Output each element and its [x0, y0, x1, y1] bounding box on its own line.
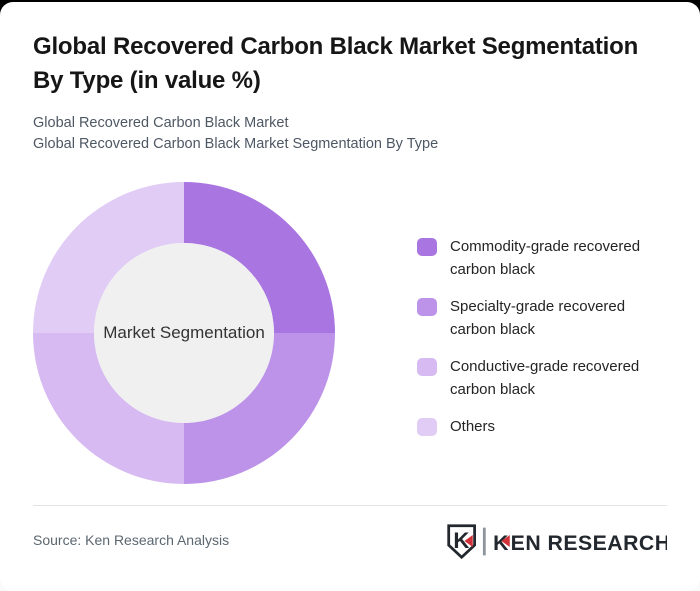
title-line2: By Type (in value %) [33, 67, 261, 94]
donut-slice-conductive-grade[interactable] [33, 333, 184, 484]
donut-chart: Market Segmentation [33, 182, 335, 484]
logo-wordmark-k: K [493, 531, 509, 555]
logo-divider-bar [482, 527, 486, 556]
legend-label: Conductive-grade recovered carbon black [450, 358, 640, 398]
legend-item-others[interactable]: Others [417, 415, 655, 438]
legend-swatch-conductive-grade [417, 358, 437, 376]
legend-swatch-others [417, 418, 437, 436]
subtitle-line2: Global Recovered Carbon Black Market Seg… [33, 136, 439, 152]
legend-swatch-commodity-grade [417, 238, 437, 256]
subtitle-line1: Global Recovered Carbon Black Market [33, 115, 289, 131]
ken-research-logo-svg: K K EN RESEARCH [447, 524, 670, 560]
donut-slice-others[interactable] [33, 182, 184, 333]
logo-wordmark-rest: EN RESEARCH [511, 531, 667, 555]
donut-slice-specialty-grade[interactable] [184, 333, 335, 484]
donut-slice-commodity-grade[interactable] [184, 182, 335, 333]
legend-label: Specialty-grade recovered carbon black [450, 298, 626, 338]
legend-item-commodity-grade[interactable]: Commodity-grade recovered carbon black [417, 235, 655, 281]
logo-emblem-red-triangle-icon [464, 535, 473, 548]
donut-svg [33, 182, 335, 484]
chart-subtitle: Global Recovered Carbon Black Market Glo… [33, 113, 438, 155]
source-text: Source: Ken Research Analysis [33, 532, 230, 548]
page-title: Global Recovered Carbon Black Market Seg… [33, 30, 638, 98]
logo-emblem-letter: K [453, 528, 469, 553]
ken-research-logo: K K EN RESEARCH [445, 523, 670, 560]
legend-item-conductive-grade[interactable]: Conductive-grade recovered carbon black [417, 355, 655, 401]
donut-center-circle [94, 243, 274, 423]
footer-divider [33, 505, 667, 506]
legend-item-specialty-grade[interactable]: Specialty-grade recovered carbon black [417, 295, 655, 341]
legend-label: Commodity-grade recovered carbon black [450, 238, 641, 278]
legend-swatch-specialty-grade [417, 298, 437, 316]
chart-legend: Commodity-grade recovered carbon black Sp… [417, 235, 655, 438]
legend-label: Others [450, 418, 496, 435]
title-line1: Global Recovered Carbon Black Market Seg… [33, 33, 639, 60]
logo-wordmark-red-triangle-icon [501, 535, 510, 548]
logo-shield-icon [447, 524, 476, 560]
logo-emblem: K [447, 524, 476, 560]
logo-wordmark: K EN RESEARCH [493, 531, 670, 555]
